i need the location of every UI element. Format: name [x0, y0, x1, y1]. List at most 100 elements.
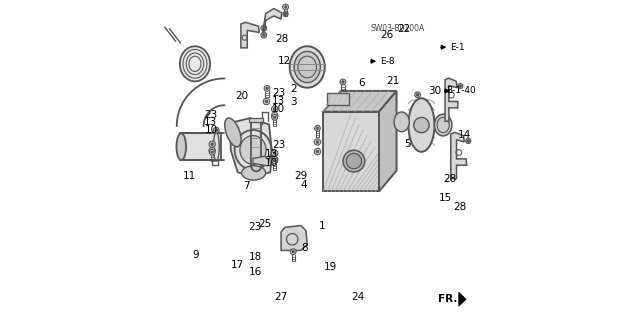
Text: 20: 20	[236, 91, 248, 101]
Text: 30: 30	[428, 86, 442, 96]
Text: 9: 9	[192, 250, 199, 260]
Ellipse shape	[408, 98, 435, 152]
Circle shape	[262, 34, 266, 36]
Text: 23: 23	[204, 110, 218, 120]
Text: 18: 18	[249, 252, 262, 262]
Text: 15: 15	[438, 193, 452, 204]
Text: E-1: E-1	[450, 43, 465, 52]
Circle shape	[261, 25, 267, 31]
Circle shape	[458, 84, 463, 89]
Text: 4: 4	[301, 180, 307, 190]
Ellipse shape	[235, 130, 271, 170]
Circle shape	[283, 4, 289, 10]
Text: 2: 2	[291, 84, 297, 94]
Ellipse shape	[240, 136, 266, 164]
Text: 1: 1	[319, 221, 326, 232]
Text: 12: 12	[278, 56, 291, 66]
Text: 23: 23	[272, 140, 285, 150]
Ellipse shape	[177, 133, 186, 160]
Polygon shape	[451, 132, 467, 179]
Polygon shape	[379, 91, 397, 191]
Circle shape	[271, 156, 278, 163]
Circle shape	[316, 127, 319, 130]
Ellipse shape	[414, 117, 429, 133]
Circle shape	[271, 112, 278, 119]
Ellipse shape	[343, 150, 365, 172]
Ellipse shape	[294, 51, 320, 83]
Circle shape	[273, 158, 276, 161]
Circle shape	[214, 127, 219, 133]
Text: 23: 23	[272, 87, 285, 98]
Ellipse shape	[346, 153, 362, 169]
Text: 10: 10	[204, 125, 218, 135]
Circle shape	[466, 138, 471, 144]
Text: 28: 28	[444, 174, 457, 184]
Circle shape	[315, 125, 320, 131]
Polygon shape	[241, 22, 259, 48]
Circle shape	[211, 151, 214, 153]
Circle shape	[459, 85, 462, 87]
Polygon shape	[459, 292, 466, 306]
Bar	[180, 133, 221, 160]
Text: 13: 13	[272, 96, 285, 107]
Circle shape	[314, 139, 321, 145]
Circle shape	[273, 108, 276, 110]
Text: 5: 5	[404, 139, 410, 149]
Text: 28: 28	[275, 34, 289, 44]
Text: SW03-B0100A: SW03-B0100A	[370, 24, 424, 33]
Text: 23: 23	[248, 222, 261, 232]
Circle shape	[209, 147, 216, 154]
Text: 21: 21	[386, 76, 399, 86]
Circle shape	[211, 143, 214, 145]
Circle shape	[273, 114, 276, 117]
Circle shape	[266, 87, 268, 90]
Bar	[323, 112, 379, 191]
Circle shape	[314, 148, 321, 155]
Text: 8: 8	[301, 243, 308, 253]
Text: 19: 19	[324, 262, 337, 272]
Text: 10: 10	[265, 158, 278, 168]
Circle shape	[209, 141, 216, 147]
Text: 11: 11	[182, 171, 196, 181]
Circle shape	[263, 98, 269, 105]
Text: 26: 26	[380, 30, 394, 40]
Circle shape	[264, 85, 270, 91]
Text: 28: 28	[453, 202, 467, 212]
Text: B-1-40: B-1-40	[446, 86, 476, 95]
Circle shape	[272, 115, 278, 120]
Circle shape	[291, 249, 296, 255]
Circle shape	[292, 250, 294, 253]
Circle shape	[215, 129, 218, 131]
Text: E-8: E-8	[380, 57, 394, 66]
Polygon shape	[445, 78, 458, 121]
Ellipse shape	[242, 166, 266, 180]
Circle shape	[273, 116, 276, 119]
Circle shape	[416, 93, 419, 96]
Ellipse shape	[180, 46, 210, 81]
Text: 27: 27	[275, 292, 288, 302]
Circle shape	[211, 149, 214, 152]
Text: 13: 13	[204, 117, 218, 127]
Text: FR.: FR.	[438, 294, 458, 304]
Ellipse shape	[435, 114, 452, 136]
Circle shape	[467, 140, 470, 142]
Circle shape	[261, 32, 267, 38]
Text: 7: 7	[243, 181, 250, 191]
Ellipse shape	[290, 46, 324, 88]
Text: 25: 25	[259, 219, 272, 229]
Circle shape	[284, 6, 287, 8]
Circle shape	[340, 79, 346, 85]
Text: 10: 10	[272, 104, 285, 114]
Ellipse shape	[225, 118, 241, 147]
Circle shape	[271, 150, 278, 156]
Polygon shape	[230, 118, 272, 177]
Circle shape	[271, 106, 278, 112]
Circle shape	[273, 152, 276, 155]
Circle shape	[316, 140, 319, 143]
Circle shape	[415, 92, 420, 98]
Circle shape	[273, 160, 276, 162]
Text: 6: 6	[358, 78, 365, 88]
Polygon shape	[281, 226, 307, 250]
Text: 24: 24	[351, 292, 365, 302]
Polygon shape	[323, 91, 397, 112]
